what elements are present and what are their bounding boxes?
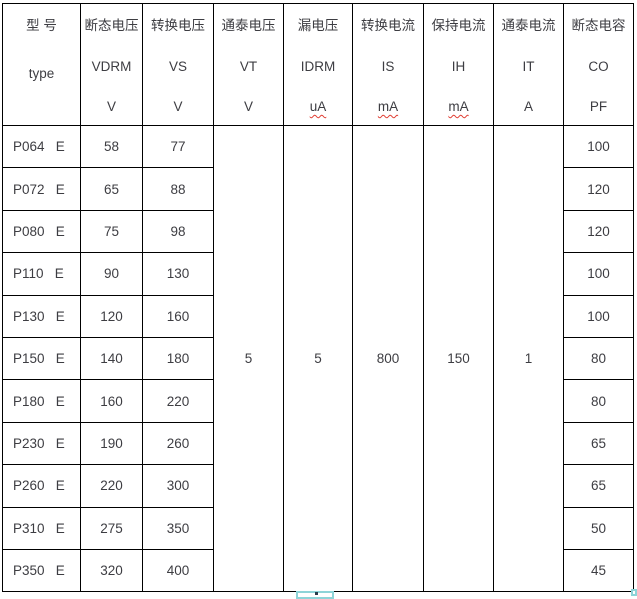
vdrm-cell: 90 (80, 252, 143, 296)
vdrm-cell: 120 (80, 294, 143, 338)
header-zh: 通泰电流 (501, 18, 556, 33)
vs-cell: 300 (142, 464, 214, 508)
header-unit: uA (309, 99, 327, 114)
vdrm-cell: 320 (80, 548, 143, 593)
header-zh: 转换电流 (361, 18, 415, 33)
header-symbol: IH (451, 58, 466, 74)
co-cell: 65 (563, 464, 634, 508)
table-row: P110 E 90 130 100 (2, 252, 634, 296)
co-cell: 45 (563, 548, 634, 593)
it-merged-cell: 1 (493, 124, 564, 593)
vs-cell: 130 (142, 252, 214, 296)
vt-merged-cell: 5 (213, 124, 284, 593)
spec-table: 型 号 type 断态电压 VDRM V 转换电压 VS V 通泰电压 VT (2, 3, 634, 593)
ih-merged-cell: 150 (423, 124, 494, 593)
vs-cell: 98 (142, 209, 214, 254)
model-cell: P230 E (2, 421, 81, 466)
model-cell: P180 E (2, 379, 81, 423)
header-symbol: IS (381, 58, 395, 74)
header-symbol: IT (522, 58, 535, 74)
table-row: P080 E 75 98 120 (2, 209, 634, 254)
header-unit: mA (448, 99, 469, 114)
table-row: P350 E 320 400 45 (2, 548, 634, 593)
col-header-it: 通泰电流 IT A (493, 3, 564, 126)
co-cell: 80 (563, 379, 634, 423)
header-symbol: type (28, 65, 55, 81)
header-zh: 型 号 (26, 18, 57, 33)
vs-cell: 400 (142, 548, 214, 593)
header-zh: 断态电容 (571, 18, 626, 33)
model-cell: P080 E (2, 209, 81, 254)
co-cell: 100 (563, 294, 634, 338)
header-zh: 保持电流 (431, 18, 486, 33)
col-header-type: 型 号 type (2, 3, 81, 126)
table-row: P130 E 120 160 100 (2, 294, 634, 338)
header-zh: 漏电压 (297, 18, 339, 33)
vs-cell: 180 (142, 336, 214, 381)
vs-cell: 350 (142, 506, 214, 550)
col-header-vt: 通泰电压 VT V (213, 3, 284, 126)
table-corner-handle[interactable] (631, 589, 637, 596)
header-symbol: VDRM (91, 58, 132, 74)
co-cell: 50 (563, 506, 634, 550)
header-zh: 转换电压 (151, 18, 205, 33)
header-symbol: CO (588, 58, 609, 74)
table-row: P072 E 65 88 120 (2, 167, 634, 211)
vdrm-cell: 160 (80, 379, 143, 423)
header-symbol: IDRM (300, 58, 336, 74)
col-header-vs: 转换电压 VS V (142, 3, 214, 126)
vdrm-cell: 220 (80, 464, 143, 508)
vdrm-cell: 275 (80, 506, 143, 550)
col-header-is: 转换电流 IS mA (352, 3, 424, 126)
col-header-vdrm: 断态电压 VDRM V (80, 3, 143, 126)
is-merged-cell: 800 (352, 124, 424, 593)
co-cell: 100 (563, 124, 634, 169)
model-cell: P064 E (2, 124, 81, 169)
idrm-merged-cell: 5 (283, 124, 353, 593)
vs-cell: 220 (142, 379, 214, 423)
co-cell: 100 (563, 252, 634, 296)
table-row: P064 E 58 77 5 5 800 150 1 100 (2, 124, 634, 593)
col-header-co: 断态电容 CO PF (563, 3, 634, 126)
table-row: P310 E 275 350 50 (2, 506, 634, 550)
co-cell: 80 (563, 336, 634, 381)
model-cell: P110 E (2, 252, 81, 296)
col-header-ih: 保持电流 IH mA (423, 3, 494, 126)
header-symbol: VT (239, 58, 258, 74)
model-cell: P150 E (2, 336, 81, 381)
header-unit: A (523, 99, 533, 114)
vdrm-cell: 65 (80, 167, 143, 211)
model-cell: P310 E (2, 506, 81, 550)
vdrm-cell: 75 (80, 209, 143, 254)
header-unit: V (243, 99, 253, 114)
vdrm-cell: 58 (80, 124, 143, 169)
col-header-idrm: 漏电压 IDRM uA (283, 3, 353, 126)
header-unit: PF (589, 99, 608, 114)
co-cell: 120 (563, 209, 634, 254)
header-unit: V (173, 99, 183, 114)
vs-cell: 88 (142, 167, 214, 211)
header-row: 型 号 type 断态电压 VDRM V 转换电压 VS V 通泰电压 VT (2, 3, 634, 126)
header-unit: V (106, 99, 116, 114)
table-row: P150 E 140 180 80 (2, 336, 634, 381)
header-zh: 断态电压 (84, 18, 139, 33)
header-unit: mA (377, 99, 399, 114)
model-cell: P130 E (2, 294, 81, 338)
table-row: P230 E 190 260 65 (2, 421, 634, 466)
table-resize-handle[interactable] (296, 591, 334, 599)
vs-cell: 77 (142, 124, 214, 169)
model-cell: P072 E (2, 167, 81, 211)
vdrm-cell: 140 (80, 336, 143, 381)
handle-dot-icon (315, 592, 318, 595)
co-cell: 120 (563, 167, 634, 211)
vdrm-cell: 190 (80, 421, 143, 466)
header-zh: 通泰电压 (221, 18, 276, 33)
vs-cell: 160 (142, 294, 214, 338)
co-cell: 65 (563, 421, 634, 466)
vs-cell: 260 (142, 421, 214, 466)
header-symbol: VS (168, 58, 187, 74)
model-cell: P350 E (2, 548, 81, 593)
model-cell: P260 E (2, 464, 81, 508)
